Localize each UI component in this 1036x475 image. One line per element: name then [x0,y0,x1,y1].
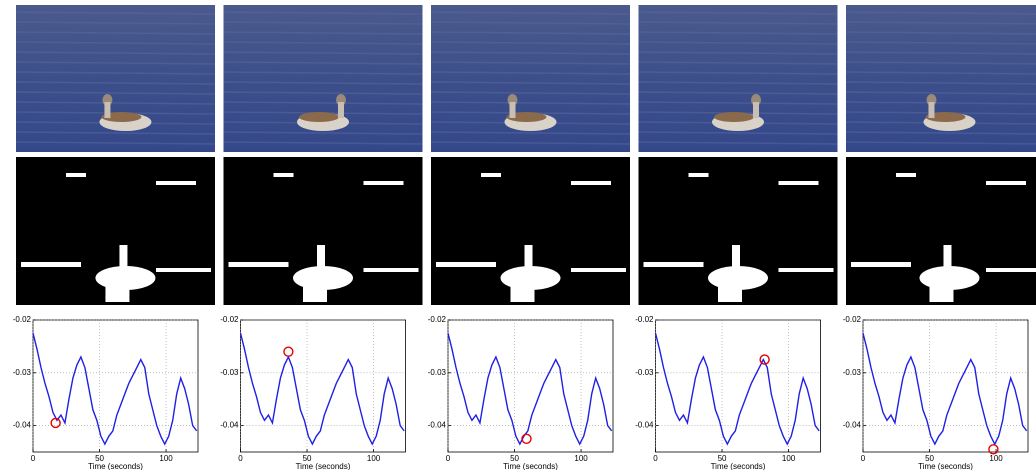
mask-blob [851,262,911,267]
x-tick-label: 100 [574,454,588,463]
mask-silhouette [303,282,327,302]
plot-area [863,320,1028,452]
mask-blob [779,181,819,185]
x-tick-label: 100 [782,454,796,463]
y-tick-label: -0.03 [428,368,447,377]
mask-blob [156,181,196,185]
mask-blob [21,262,81,267]
mask-blob [481,173,501,177]
y-tick-label: -0.04 [843,421,862,430]
bird-back [299,112,339,122]
mask-blob [779,268,834,272]
mask-silhouette [929,282,953,302]
y-tick-label: -0.02 [635,315,654,324]
y-tick-label: -0.03 [13,368,32,377]
mask-blob [896,173,916,177]
mask-blob [986,181,1026,185]
mask-silhouette [718,282,742,302]
y-tick-label: -0.02 [220,315,239,324]
mask-blob [644,262,704,267]
x-axis-label: Time (seconds) [918,462,973,470]
x-tick-label: 0 [31,454,36,463]
bird-back [714,112,754,122]
y-tick-label: -0.04 [13,421,32,430]
x-axis-label: Time (seconds) [88,462,143,470]
mask-silhouette [511,282,535,302]
plot-area [448,320,613,452]
x-tick-label: 100 [367,454,381,463]
x-tick-label: 0 [238,454,243,463]
mask-silhouette [105,282,129,302]
y-tick-label: -0.02 [13,315,32,324]
mask-blob [571,268,626,272]
plot-area [241,320,406,452]
x-axis-label: Time (seconds) [503,462,558,470]
mask-blob [436,262,496,267]
mask-blob [229,262,289,267]
y-tick-label: -0.03 [843,368,862,377]
y-tick-label: -0.04 [428,421,447,430]
y-tick-label: -0.03 [220,368,239,377]
y-tick-label: -0.04 [220,421,239,430]
bird-neck [928,102,934,118]
bird-neck [510,102,516,118]
mask-blob [689,173,709,177]
x-axis-label: Time (seconds) [711,462,766,470]
y-tick-label: -0.03 [635,368,654,377]
mask-blob [571,181,611,185]
y-tick-label: -0.04 [635,421,654,430]
x-tick-label: 100 [159,454,173,463]
x-tick-label: 0 [861,454,866,463]
mask-blob [156,268,211,272]
plot-area [656,320,821,452]
plot-area [33,320,198,452]
bird-neck [753,102,759,118]
x-tick-label: 0 [446,454,451,463]
x-axis-label: Time (seconds) [296,462,351,470]
mask-blob [364,181,404,185]
y-tick-label: -0.02 [428,315,447,324]
x-tick-label: 0 [653,454,658,463]
mask-blob [986,268,1036,272]
bird-neck [338,102,344,118]
mask-blob [364,268,419,272]
mask-blob [66,173,86,177]
figure: -0.02-0.03-0.04050100Time (seconds)-0.02… [0,0,1036,470]
bird-neck [104,102,110,118]
x-tick-label: 100 [989,454,1003,463]
mask-blob [274,173,294,177]
y-tick-label: -0.02 [843,315,862,324]
